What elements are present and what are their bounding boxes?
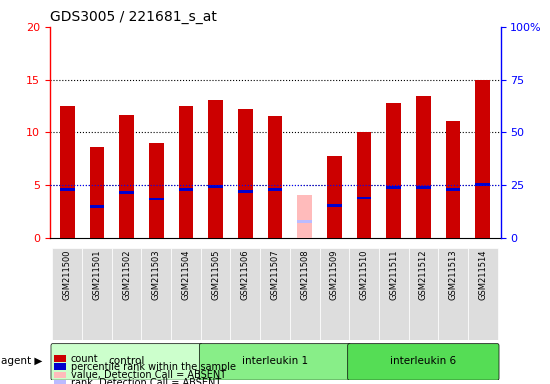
Bar	[327, 204, 342, 207]
Bar	[54, 380, 66, 384]
Text: GSM211508: GSM211508	[300, 250, 309, 300]
Bar	[268, 116, 282, 238]
Text: interleukin 6: interleukin 6	[390, 356, 456, 366]
Text: GDS3005 / 221681_s_at: GDS3005 / 221681_s_at	[50, 10, 216, 25]
Bar	[349, 248, 379, 340]
Bar	[386, 186, 401, 189]
FancyBboxPatch shape	[348, 344, 499, 380]
Bar	[238, 190, 253, 193]
Text: value, Detection Call = ABSENT: value, Detection Call = ABSENT	[70, 370, 226, 380]
Bar	[416, 96, 431, 238]
Bar	[179, 106, 194, 238]
Text: GSM211500: GSM211500	[63, 250, 72, 300]
Bar	[416, 186, 431, 189]
Bar	[82, 248, 112, 340]
Bar	[290, 248, 320, 340]
FancyBboxPatch shape	[199, 344, 351, 380]
Text: GSM211506: GSM211506	[241, 250, 250, 300]
Text: GSM211512: GSM211512	[419, 250, 428, 300]
Text: GSM211509: GSM211509	[330, 250, 339, 300]
Text: GSM211505: GSM211505	[211, 250, 220, 300]
Bar	[409, 248, 438, 340]
Bar	[179, 188, 194, 191]
Text: GSM211503: GSM211503	[152, 250, 161, 300]
Bar	[356, 197, 371, 199]
Bar	[268, 188, 282, 191]
Text: GSM211501: GSM211501	[92, 250, 101, 300]
Text: GSM211502: GSM211502	[122, 250, 131, 300]
Bar	[54, 372, 66, 379]
Bar	[468, 248, 498, 340]
Bar	[438, 248, 468, 340]
Bar	[475, 79, 490, 238]
Text: interleukin 1: interleukin 1	[242, 356, 308, 366]
Bar	[379, 248, 409, 340]
Bar	[119, 114, 134, 238]
Bar	[208, 100, 223, 238]
Bar	[327, 156, 342, 238]
Bar	[141, 248, 171, 340]
Bar	[238, 109, 253, 238]
Text: GSM211507: GSM211507	[271, 250, 279, 300]
Bar	[201, 248, 230, 340]
Bar	[90, 205, 104, 208]
Bar	[119, 191, 134, 194]
Bar	[386, 103, 401, 238]
Text: count: count	[70, 354, 98, 364]
Bar	[208, 185, 223, 188]
Bar	[52, 248, 82, 340]
Text: GSM211504: GSM211504	[182, 250, 190, 300]
Bar	[60, 188, 75, 191]
FancyBboxPatch shape	[51, 344, 202, 380]
Bar	[54, 363, 66, 370]
Text: GSM211514: GSM211514	[478, 250, 487, 300]
Bar	[260, 248, 290, 340]
Bar	[90, 147, 104, 238]
Bar	[60, 106, 75, 238]
Bar	[171, 248, 201, 340]
Bar	[446, 188, 460, 191]
Text: agent ▶: agent ▶	[1, 356, 42, 366]
Bar	[446, 121, 460, 238]
Text: GSM211510: GSM211510	[360, 250, 368, 300]
Bar	[149, 198, 164, 200]
Text: control: control	[108, 356, 145, 366]
Text: GSM211511: GSM211511	[389, 250, 398, 300]
Bar	[475, 183, 490, 185]
Bar	[230, 248, 260, 340]
Text: rank, Detection Call = ABSENT: rank, Detection Call = ABSENT	[70, 378, 221, 384]
Text: percentile rank within the sample: percentile rank within the sample	[70, 362, 235, 372]
Bar	[54, 355, 66, 362]
Bar	[149, 143, 164, 238]
Bar	[297, 195, 312, 238]
Bar	[320, 248, 349, 340]
Bar	[356, 132, 371, 238]
Bar	[112, 248, 141, 340]
Text: GSM211513: GSM211513	[449, 250, 458, 300]
Bar	[297, 220, 312, 222]
